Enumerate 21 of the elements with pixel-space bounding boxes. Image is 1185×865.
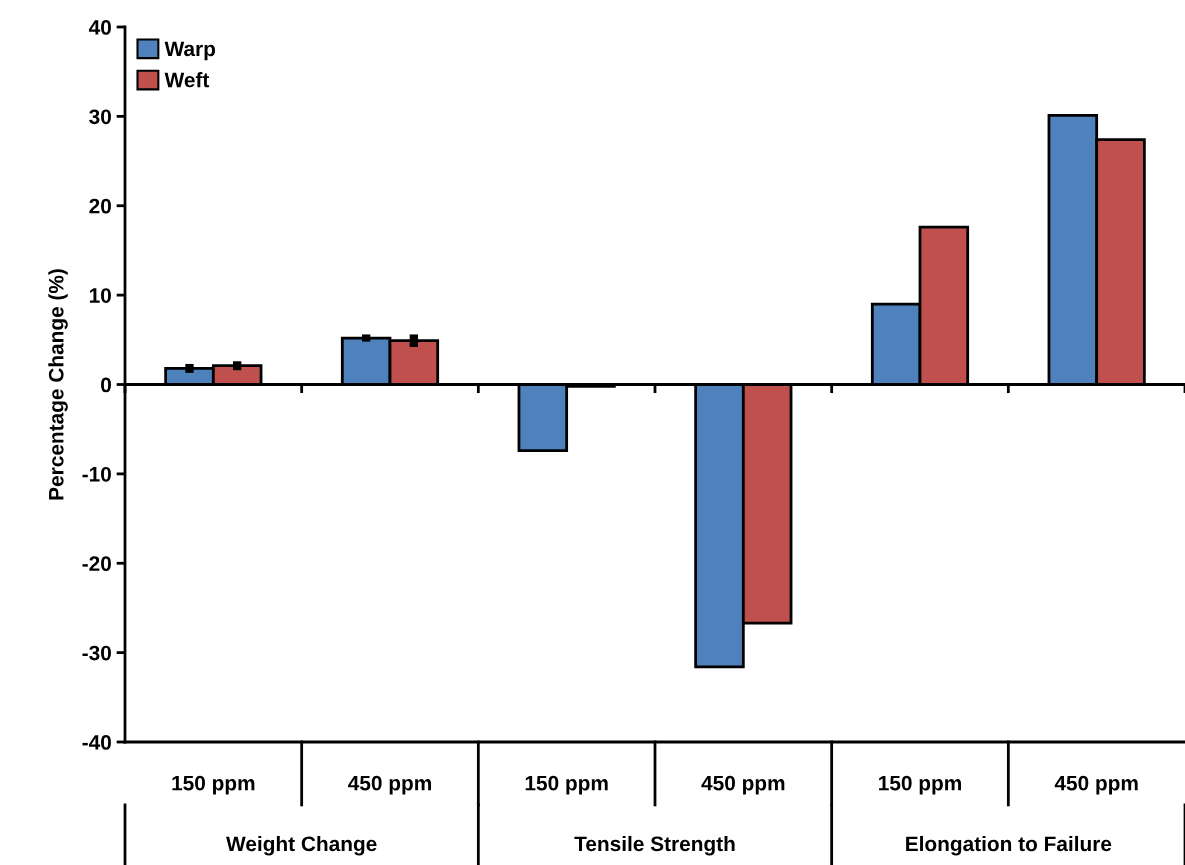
x-tick-label: 150 ppm — [525, 775, 608, 795]
y-tick-label: -10 — [82, 466, 111, 482]
text: Weight Change — [226, 835, 377, 856]
y-tick-label: 40 — [88, 20, 111, 35]
x-tick-label: 450 ppm — [348, 775, 431, 795]
y-axis-title: Percentage Change (%) — [48, 269, 68, 500]
y-tick-label: 30 — [89, 109, 111, 125]
y-tick-label: 0 — [101, 377, 111, 393]
y-tick-label: 10 — [89, 288, 111, 303]
legend-label: Weft — [164, 72, 210, 88]
x-tick-label: 150 ppm — [172, 775, 255, 795]
legend-label: Warp — [164, 41, 216, 61]
y-tick-label: -30 — [82, 645, 111, 661]
y-tick-label: -40 — [82, 735, 111, 750]
x-tick-label: 450 ppm — [1054, 775, 1138, 795]
y-tick-label: 20 — [89, 198, 111, 214]
text: Elongation to Failure — [906, 835, 1112, 856]
x-tick-label: 150 ppm — [879, 775, 961, 795]
y-tick-label: -20 — [82, 556, 111, 571]
x-tick-label: 450 ppm — [701, 775, 785, 795]
text: Tensile Strength — [574, 835, 735, 856]
